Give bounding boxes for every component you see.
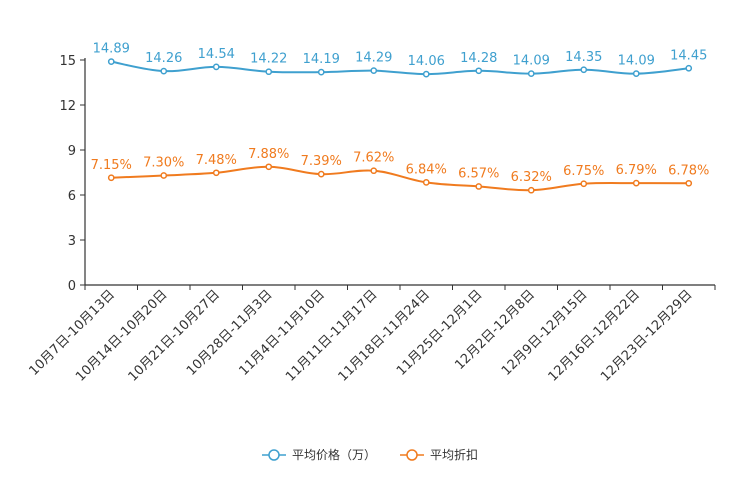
series-line-1 — [111, 165, 689, 192]
data-point-1-5 — [370, 167, 378, 175]
data-label-0-4: 14.19 — [303, 52, 340, 67]
data-label-1-4: 7.39% — [301, 154, 342, 169]
data-point-0-6 — [422, 70, 430, 78]
data-point-1-2 — [212, 169, 220, 177]
data-point-0-9 — [580, 66, 588, 74]
data-label-1-5: 7.62% — [353, 151, 394, 166]
data-point-1-3 — [265, 163, 273, 171]
data-point-1-9 — [580, 180, 588, 188]
data-label-0-9: 14.35 — [565, 50, 602, 65]
y-tick-label: 0 — [68, 279, 76, 294]
data-label-0-10: 14.09 — [618, 54, 655, 69]
x-tick-label: 10月14日-10月20日 — [73, 287, 170, 384]
data-point-0-1 — [160, 67, 168, 75]
data-label-0-2: 14.54 — [198, 47, 235, 62]
legend-label-0: 平均价格（万） — [292, 447, 376, 462]
legend-marker-0 — [268, 449, 280, 461]
x-tick-label: 11月18日-11月24日 — [336, 287, 433, 384]
data-label-1-2: 7.48% — [196, 153, 237, 168]
data-label-0-0: 14.89 — [93, 42, 130, 57]
y-tick-label: 9 — [68, 144, 76, 159]
data-point-0-8 — [527, 70, 535, 78]
x-tick-label: 12月16日-12月22日 — [546, 287, 643, 384]
data-point-0-7 — [475, 67, 483, 75]
data-label-0-11: 14.45 — [670, 48, 707, 63]
data-point-1-8 — [527, 186, 535, 194]
data-point-0-11 — [685, 64, 693, 72]
series-line-0 — [111, 60, 689, 76]
x-tick-label: 10月7日-10月13日 — [26, 287, 118, 379]
y-tick-label: 12 — [59, 99, 76, 114]
x-tick-label: 10月21日-10月27日 — [126, 287, 223, 384]
data-label-1-7: 6.57% — [458, 166, 499, 181]
data-label-1-10: 6.79% — [616, 163, 657, 178]
data-point-0-3 — [265, 68, 273, 76]
data-point-1-11 — [685, 179, 693, 187]
legend-label-1: 平均折扣 — [430, 447, 478, 462]
data-point-1-10 — [632, 179, 640, 187]
data-point-1-1 — [160, 172, 168, 179]
y-tick-label: 15 — [59, 54, 76, 69]
data-label-0-8: 14.09 — [513, 54, 550, 69]
data-label-1-1: 7.30% — [143, 156, 184, 171]
y-tick-label: 6 — [68, 189, 76, 204]
data-label-1-8: 6.32% — [511, 170, 552, 185]
data-label-1-3: 7.88% — [248, 147, 289, 162]
data-point-0-10 — [632, 70, 640, 78]
data-point-0-2 — [212, 63, 220, 71]
y-tick-label: 3 — [68, 234, 76, 249]
data-label-1-11: 6.78% — [668, 163, 709, 178]
x-tick-label: 11月11日-11月17日 — [283, 287, 380, 384]
data-point-0-0 — [107, 58, 115, 66]
data-point-1-7 — [475, 183, 483, 190]
data-label-0-1: 14.26 — [145, 51, 182, 66]
data-label-1-6: 6.84% — [406, 162, 447, 177]
data-label-0-3: 14.22 — [250, 52, 287, 67]
data-point-1-0 — [107, 174, 115, 182]
data-label-0-5: 14.29 — [355, 51, 392, 66]
data-label-0-7: 14.28 — [460, 51, 497, 66]
legend-marker-1 — [406, 449, 418, 461]
data-point-0-5 — [370, 67, 378, 75]
data-label-1-9: 6.75% — [563, 164, 604, 179]
x-tick-label: 12月23日-12月29日 — [598, 287, 695, 384]
data-point-1-4 — [317, 170, 325, 178]
data-label-0-6: 14.06 — [408, 54, 445, 69]
data-label-1-0: 7.15% — [91, 158, 132, 173]
data-point-0-4 — [317, 68, 325, 76]
data-point-1-6 — [422, 179, 430, 186]
